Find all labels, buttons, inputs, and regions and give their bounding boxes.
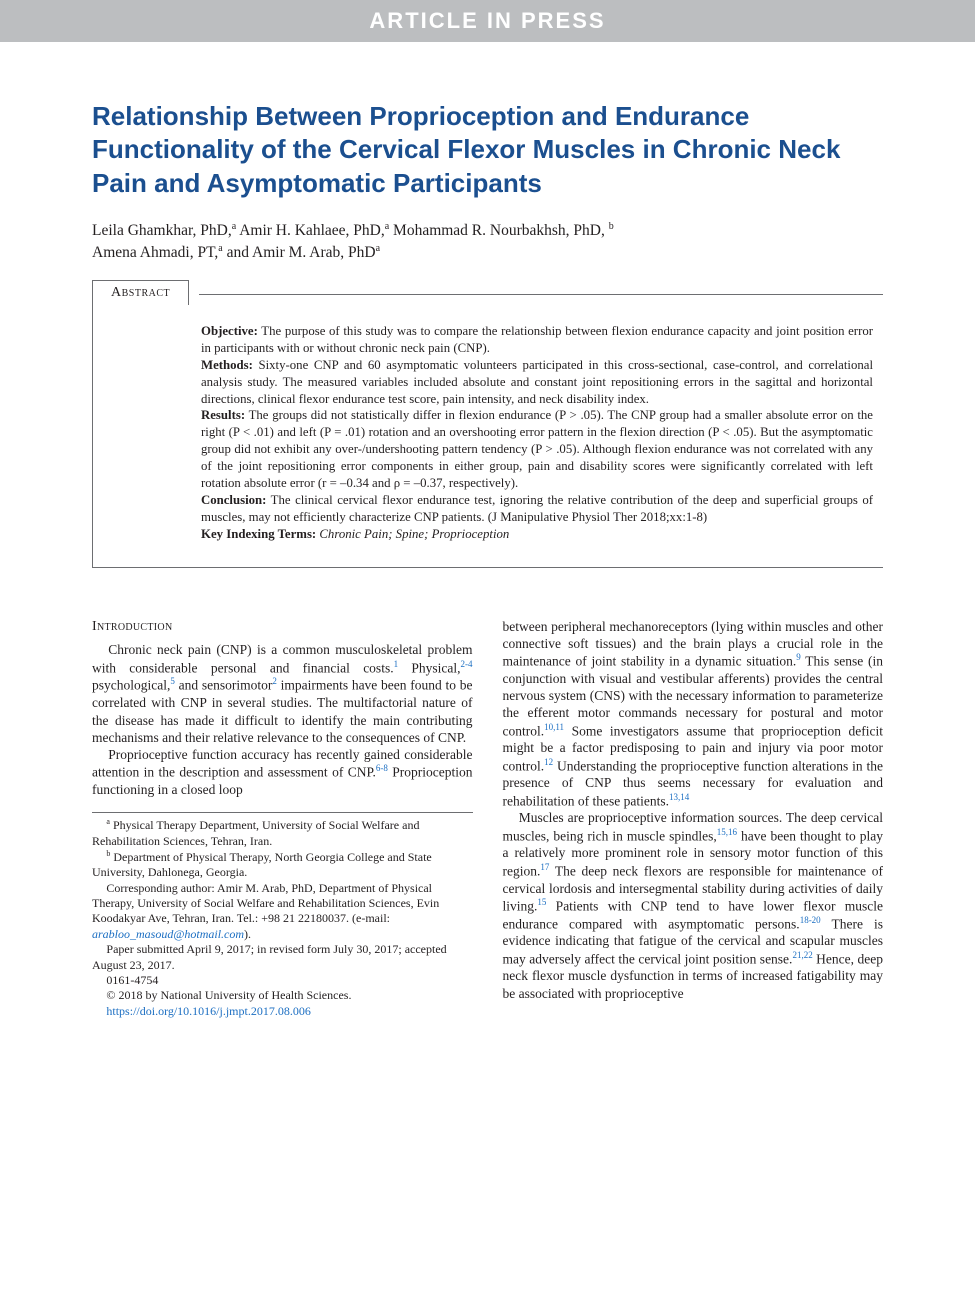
abstract-results-label: Results:	[201, 408, 245, 422]
abstract-content: Objective: The purpose of this study was…	[93, 323, 883, 543]
affil-sup: a	[218, 243, 222, 254]
corresponding-email[interactable]: arabloo_masoud@hotmail.com	[92, 927, 244, 941]
footnote-issn: 0161-4754	[92, 973, 473, 988]
affil-sup: b	[609, 221, 614, 232]
abstract-conclusion-label: Conclusion:	[201, 493, 266, 507]
body-text: and sensorimotor	[175, 678, 272, 693]
article-title: Relationship Between Proprioception and …	[92, 100, 883, 200]
abstract-box: Abstract Objective: The purpose of this …	[92, 294, 883, 568]
abstract-bottom-rule	[92, 567, 883, 568]
page-content: Relationship Between Proprioception and …	[0, 42, 975, 1059]
affil-sup: a	[385, 221, 389, 232]
affil-sup: a	[376, 243, 380, 254]
abstract-keywords: Chronic Pain; Spine; Proprioception	[316, 527, 509, 541]
footnote-corr-end: ).	[244, 927, 251, 941]
citation-sup[interactable]: 12	[544, 757, 553, 767]
citation-sup[interactable]: 10,11	[544, 722, 564, 732]
abstract-objective-label: Objective:	[201, 324, 258, 338]
citation-sup[interactable]: 15,16	[717, 827, 737, 837]
abstract-methods-label: Methods:	[201, 358, 253, 372]
body-text: Understanding the proprioceptive functio…	[503, 758, 884, 808]
author-text: Amena Ahmadi, PT,	[92, 244, 218, 261]
author-text: and Amir M. Arab, PhD	[227, 244, 376, 261]
right-column: between peripheral mechanoreceptors (lyi…	[503, 618, 884, 1019]
citation-sup[interactable]: 21,22	[792, 950, 812, 960]
abstract-results: The groups did not statistically differ …	[201, 408, 873, 490]
author-text: Leila Ghamkhar, PhD,	[92, 222, 232, 239]
abstract-left-rule: Objective: The purpose of this study was…	[92, 295, 883, 567]
abstract-label: Abstract	[92, 280, 189, 305]
footnote-corr: Corresponding author: Amir M. Arab, PhD,…	[92, 881, 439, 926]
footnote-submission: Paper submitted April 9, 2017; in revise…	[92, 942, 473, 973]
author-text: Amir H. Kahlaee, PhD,	[239, 222, 385, 239]
body-text: Physical,	[398, 660, 460, 675]
footnotes: a Physical Therapy Department, Universit…	[92, 812, 473, 1019]
abstract-objective: The purpose of this study was to compare…	[201, 324, 873, 355]
citation-sup[interactable]: 6-8	[376, 763, 388, 773]
citation-sup[interactable]: 13,14	[669, 792, 689, 802]
body-text: psychological,	[92, 678, 170, 693]
banner-article-in-press: ARTICLE IN PRESS	[0, 0, 975, 42]
affil-sup: a	[232, 221, 236, 232]
citation-sup[interactable]: 18-20	[800, 915, 821, 925]
body-columns: Introduction Chronic neck pain (CNP) is …	[92, 618, 883, 1019]
section-heading-introduction: Introduction	[92, 618, 473, 636]
abstract-methods: Sixty-one CNP and 60 asymptomatic volunt…	[201, 358, 873, 406]
footnote-a: Physical Therapy Department, University …	[92, 818, 419, 847]
author-text: Mohammad R. Nourbakhsh, PhD,	[393, 222, 609, 239]
left-column: Introduction Chronic neck pain (CNP) is …	[92, 618, 473, 1019]
footnote-copyright: © 2018 by National University of Health …	[92, 988, 473, 1003]
doi-link[interactable]: https://doi.org/10.1016/j.jmpt.2017.08.0…	[106, 1004, 310, 1018]
abstract-label-wrap: Abstract	[92, 280, 199, 305]
abstract-conclusion: The clinical cervical flexor endurance t…	[201, 493, 873, 524]
footnote-b: Department of Physical Therapy, North Ge…	[92, 850, 432, 879]
abstract-keywords-label: Key Indexing Terms:	[201, 527, 316, 541]
citation-sup[interactable]: 2-4	[461, 659, 473, 669]
authors-block: Leila Ghamkhar, PhD,a Amir H. Kahlaee, P…	[92, 220, 883, 264]
